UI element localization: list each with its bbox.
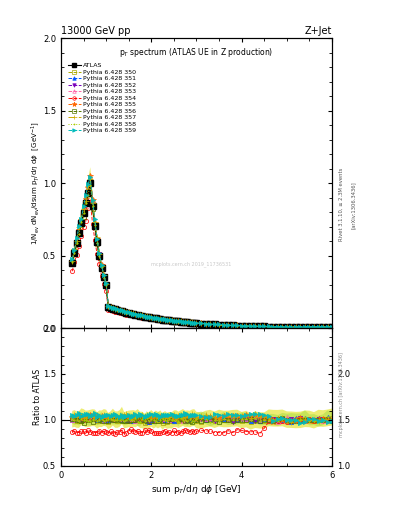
Polygon shape <box>72 167 332 327</box>
Y-axis label: Ratio to ATLAS: Ratio to ATLAS <box>33 369 42 425</box>
Legend: ATLAS, Pythia 6.428 350, Pythia 6.428 351, Pythia 6.428 352, Pythia 6.428 353, P: ATLAS, Pythia 6.428 350, Pythia 6.428 35… <box>67 62 138 135</box>
Text: mcplots.cern.ch [arXiv:1306.3436]: mcplots.cern.ch [arXiv:1306.3436] <box>339 352 344 437</box>
X-axis label: sum p$_T$/d$\eta$ d$\phi$ [GeV]: sum p$_T$/d$\eta$ d$\phi$ [GeV] <box>151 482 242 496</box>
Y-axis label: 1/N$_{\mathregular{ev}}$ dN$_{\mathregular{ev}}$/dsum p$_T$/d$\eta$ d$\phi$  [Ge: 1/N$_{\mathregular{ev}}$ dN$_{\mathregul… <box>29 121 42 245</box>
Text: mcplots.cern.ch 2019_11736531: mcplots.cern.ch 2019_11736531 <box>151 262 231 267</box>
Polygon shape <box>72 407 332 430</box>
Polygon shape <box>72 176 332 327</box>
Text: [arXiv:1306.3436]: [arXiv:1306.3436] <box>351 181 356 229</box>
Text: 13000 GeV pp: 13000 GeV pp <box>61 26 130 36</box>
Text: p$_T$ spectrum (ATLAS UE in Z production): p$_T$ spectrum (ATLAS UE in Z production… <box>119 46 274 59</box>
Polygon shape <box>72 410 332 426</box>
Text: Z+Jet: Z+Jet <box>305 26 332 36</box>
Text: Rivet 3.1.10, ≥ 2.3M events: Rivet 3.1.10, ≥ 2.3M events <box>339 168 344 242</box>
